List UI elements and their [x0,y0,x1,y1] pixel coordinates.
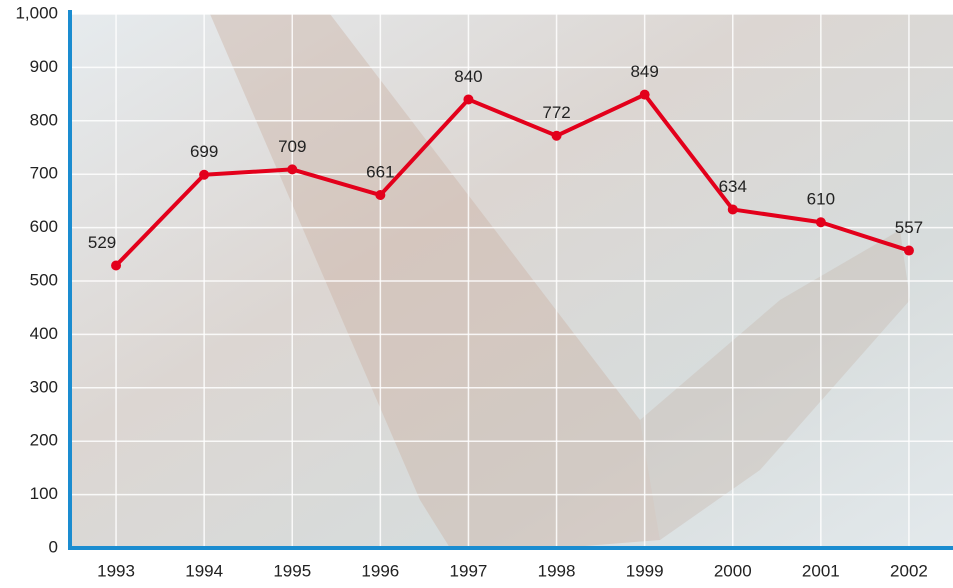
y-tick-label: 800 [30,110,58,129]
y-tick-label: 300 [30,377,58,396]
data-label: 661 [366,163,394,182]
data-label: 610 [807,190,835,209]
data-point [816,217,826,227]
y-tick-label: 700 [30,164,58,183]
y-tick-label: 400 [30,324,58,343]
data-label: 699 [190,142,218,161]
data-point [463,94,473,104]
x-tick-label: 2000 [714,561,752,580]
x-tick-label: 1997 [450,561,488,580]
data-label: 849 [630,62,658,81]
chart: 0 100 200 300 400 500 600 700 800 900 1,000 1993 199… [0,0,953,588]
data-point [552,131,562,141]
data-point [728,204,738,214]
data-label: 557 [895,218,923,237]
x-tick-label: 2001 [802,561,840,580]
x-tick-label: 1996 [361,561,399,580]
y-tick-label: 100 [30,484,58,503]
x-tick-label: 1999 [626,561,664,580]
data-label: 529 [88,233,116,252]
data-point [111,261,121,271]
data-label: 634 [719,177,747,196]
x-tick-label: 1994 [185,561,223,580]
y-tick-label: 600 [30,217,58,236]
data-label: 709 [278,137,306,156]
data-point [640,90,650,100]
y-tick-label: 1,000 [15,3,58,22]
x-tick-label: 2002 [890,561,928,580]
x-tick-label: 1998 [538,561,576,580]
data-point [199,170,209,180]
x-tick-label: 1995 [273,561,311,580]
y-tick-label: 900 [30,57,58,76]
y-tick-label: 0 [49,537,58,556]
x-tick-label: 1993 [97,561,135,580]
y-tick-label: 500 [30,270,58,289]
data-point [287,164,297,174]
y-tick-label: 200 [30,431,58,450]
data-point [375,190,385,200]
data-point [904,246,914,256]
data-label: 840 [454,67,482,86]
data-label: 772 [542,103,570,122]
